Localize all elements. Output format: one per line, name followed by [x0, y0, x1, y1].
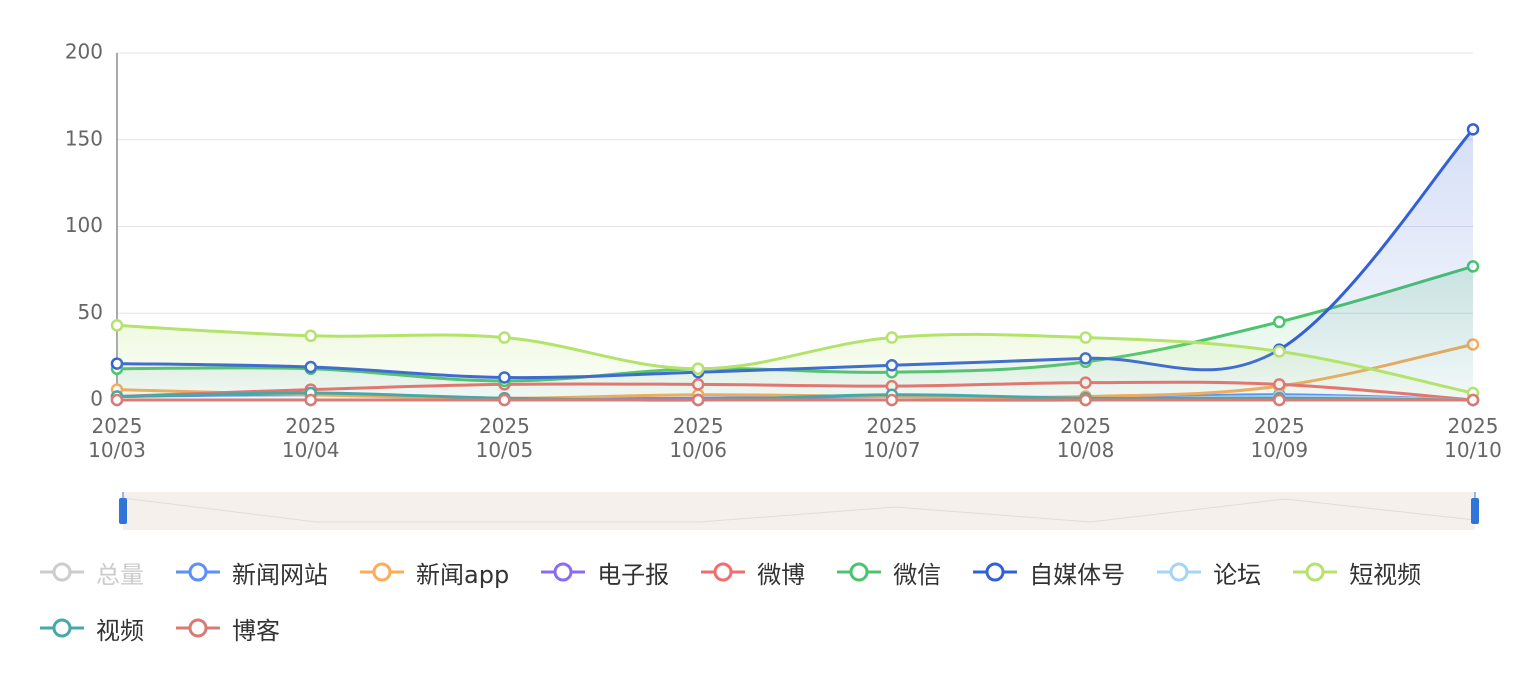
x-tick-label: 2025 10/07 — [863, 414, 921, 462]
legend-item[interactable]: 博客 — [176, 608, 280, 648]
legend-item[interactable]: 新闻app — [360, 552, 509, 592]
point — [1273, 315, 1286, 329]
legend-icon — [176, 562, 220, 582]
x-tick-label: 2025 10/04 — [281, 414, 340, 462]
point — [885, 393, 899, 407]
point — [1079, 393, 1092, 407]
legend-icon — [1293, 562, 1338, 582]
x-tick-label: 2025 10/05 — [475, 414, 534, 462]
legend-label: 新闻网站 — [232, 560, 328, 589]
legend-label: 微博 — [757, 560, 806, 589]
line — [116, 323, 1474, 395]
legend-item[interactable]: 微信 — [837, 552, 941, 592]
legend-dot — [1169, 562, 1189, 582]
legend-icon — [40, 562, 84, 582]
zoom-preview — [122, 497, 1476, 523]
zoom-slider[interactable] — [123, 492, 1475, 530]
x-tick-label: 2025 10/06 — [669, 414, 727, 462]
point — [498, 331, 511, 344]
legend-icon — [973, 562, 1018, 582]
legend-item[interactable]: 微博 — [701, 552, 805, 592]
y-tick-label: 150 — [65, 126, 103, 150]
zoom-handle[interactable] — [1471, 498, 1479, 524]
legend-icon — [541, 562, 586, 582]
point — [1273, 345, 1286, 358]
point — [691, 362, 705, 376]
legend-label: 视频 — [96, 616, 144, 645]
legend-label: 微信 — [893, 560, 942, 589]
point — [110, 393, 124, 407]
point — [498, 393, 511, 407]
legend-label: 论坛 — [1213, 560, 1262, 589]
legend-item[interactable]: 论坛 — [1157, 552, 1261, 592]
point — [1273, 393, 1286, 407]
legend-item[interactable]: 自媒体号 — [973, 552, 1125, 592]
legend-icon — [40, 618, 84, 638]
legend-icon — [1157, 562, 1202, 582]
legend-icon — [176, 618, 220, 638]
point — [304, 393, 317, 407]
point — [110, 319, 124, 332]
legend-dot — [188, 618, 208, 638]
legend-item[interactable]: 视频 — [40, 608, 144, 648]
y-tick-label: 50 — [78, 300, 103, 324]
point — [1466, 123, 1480, 136]
y-tick-label: 200 — [65, 40, 103, 64]
legend-item[interactable]: 总量 — [40, 552, 144, 592]
legend-icon — [701, 562, 746, 582]
legend-dot — [985, 562, 1005, 582]
legend-dot — [1305, 562, 1325, 582]
legend-label: 自媒体号 — [1029, 560, 1126, 589]
point — [304, 329, 317, 343]
point — [691, 393, 705, 407]
legend-label: 总量 — [96, 560, 144, 589]
y-tick-label: 100 — [65, 213, 103, 237]
legend-dot — [52, 562, 72, 582]
legend-label: 电子报 — [597, 560, 670, 589]
legend: 总量 新闻网站 新闻app 电子报 微博 微信 自媒体号 论坛 短视频视频 博客 — [40, 552, 1510, 648]
legend-icon — [837, 562, 882, 582]
x-tick-label: 2025 10/08 — [1056, 414, 1115, 462]
legend-label: 博客 — [232, 616, 280, 645]
legend-dot — [372, 562, 392, 582]
x-tick-label: 2025 10/09 — [1250, 414, 1309, 462]
legend-dot — [52, 618, 72, 638]
legend-icon — [360, 562, 404, 582]
legend-item[interactable]: 新闻网站 — [176, 552, 328, 592]
line — [116, 391, 1474, 402]
legend-label: 新闻app — [416, 560, 510, 589]
legend-dot — [553, 562, 573, 582]
legend-dot — [713, 562, 733, 582]
point — [1466, 393, 1480, 407]
point — [885, 331, 899, 344]
x-tick-label: 2025 10/10 — [1444, 414, 1502, 462]
legend-dot — [188, 562, 208, 582]
legend-label: 短视频 — [1349, 560, 1422, 589]
legend-item[interactable]: 短视频 — [1293, 552, 1421, 592]
area — [117, 325, 1473, 400]
legend-dot — [849, 562, 869, 582]
point — [1079, 331, 1092, 344]
x-tick-label: 2025 10/03 — [88, 414, 146, 462]
y-tick-label: 0 — [90, 387, 103, 411]
legend-item[interactable]: 电子报 — [541, 552, 669, 592]
zoom-handle[interactable] — [119, 498, 127, 524]
